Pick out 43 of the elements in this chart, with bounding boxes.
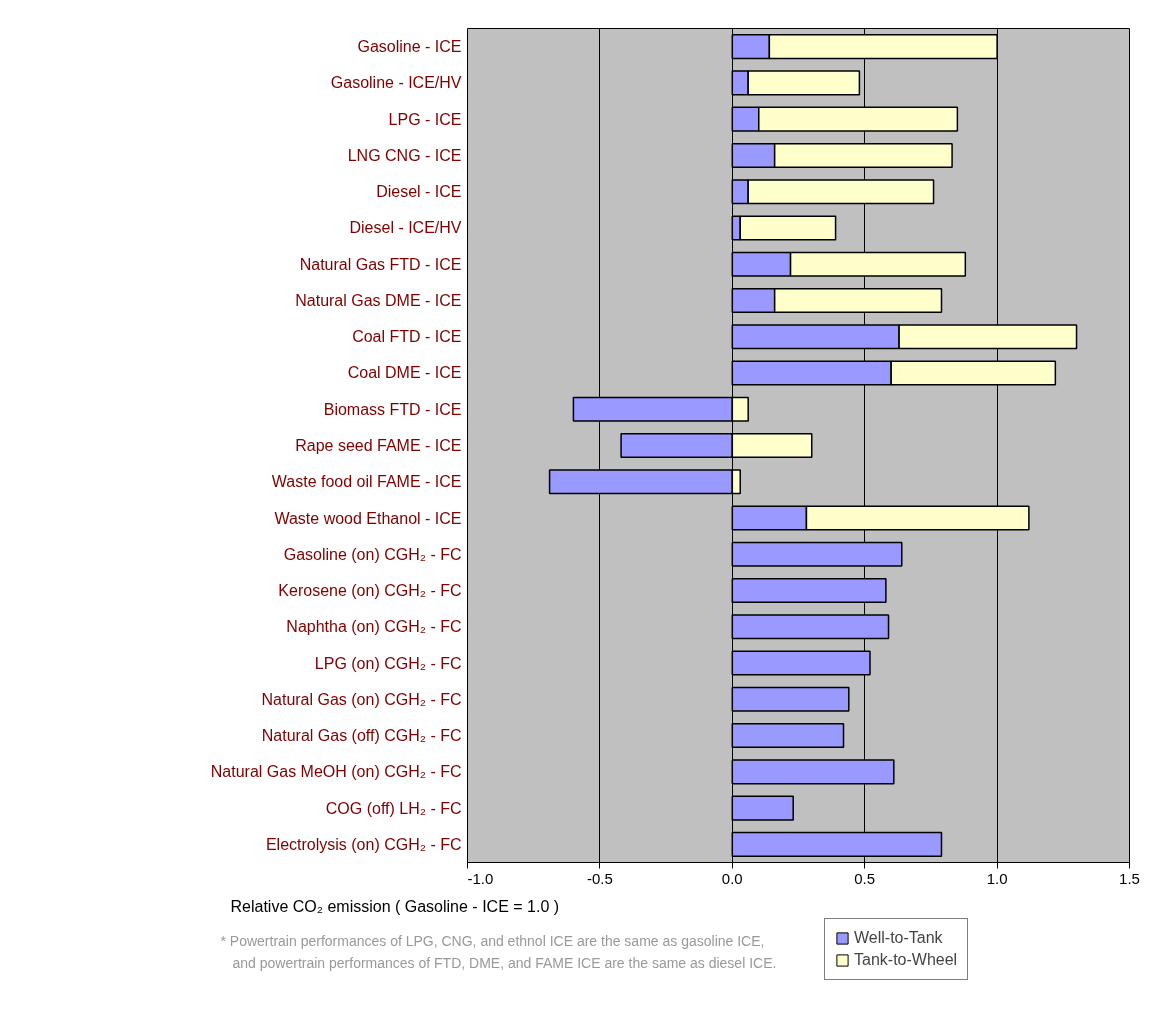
x-tick-label: -1.0 <box>467 869 494 887</box>
y-tick-label: Natural Gas FTD - ICE <box>299 255 462 273</box>
bar <box>731 723 845 749</box>
y-tick-label: Natural Gas DME - ICE <box>295 291 462 309</box>
y-tick-label: Biomass FTD - ICE <box>323 400 462 418</box>
y-tick-label: Natural Gas (off) CGH₂ - FC <box>261 727 462 745</box>
bar <box>731 831 943 857</box>
y-tick-label: Natural Gas MeOH (on) CGH₂ - FC <box>210 763 462 781</box>
y-tick-label: Electrolysis (on) CGH₂ - FC <box>265 835 462 853</box>
bar <box>731 686 850 712</box>
x-axis-title: Relative CO₂ emission ( Gasoline - ICE = 1.0 ) <box>230 898 560 915</box>
y-tick-label: Waste food oil FAME - ICE <box>271 473 462 491</box>
bar <box>731 541 903 567</box>
x-tick-label: 0.5 <box>854 869 876 887</box>
text: and powertrain performances of FTD, DME, and FAME ICE are the same as diesel ICE. <box>232 954 777 971</box>
y-tick-label: Natural Gas (on) CGH₂ - FC <box>261 690 462 708</box>
y-tick-label: Gasoline (on) CGH₂ - FC <box>283 545 462 563</box>
y-tick-label: COG (off) LH₂ - FC <box>325 799 462 817</box>
legend-label: Well-to-Tank <box>854 929 943 947</box>
y-tick-label: LNG CNG - ICE <box>347 146 462 164</box>
y-tick-label: Coal FTD - ICE <box>352 328 462 346</box>
y-tick-label: Gasoline - ICE <box>357 38 462 56</box>
legend-label: Tank-to-Wheel <box>854 951 958 969</box>
y-tick-label: Kerosene (on) CGH₂ - FC <box>278 582 462 600</box>
x-tick-label: 1.5 <box>1119 869 1140 887</box>
y-tick-label: LPG - ICE <box>388 110 462 128</box>
y-tick-label: Diesel - ICE <box>376 183 462 201</box>
bar <box>731 614 890 640</box>
y-tick-label: Coal DME - ICE <box>347 364 462 382</box>
y-tick-label: Naphtha (on) CGH₂ - FC <box>286 618 462 636</box>
y-tick-label: Diesel - ICE/HV <box>349 219 462 237</box>
bar <box>731 795 794 821</box>
y-tick-label: Rape seed FAME - ICE <box>295 437 462 454</box>
text: * Powertrain performances of LPG, CNG, and ethnol ICE are the same as gasoline ICE, <box>220 932 765 949</box>
y-tick-label: LPG (on) CGH₂ - FC <box>314 654 462 672</box>
bar <box>731 759 895 785</box>
x-tick-label: -0.5 <box>586 869 613 887</box>
y-tick-label: Waste wood Ethanol - ICE <box>274 509 462 527</box>
y-tick-label: Gasoline - ICE/HV <box>330 74 462 92</box>
x-tick-label: 1.0 <box>986 869 1008 887</box>
x-tick-label: 0.0 <box>721 869 743 887</box>
bar <box>731 650 871 676</box>
bar <box>731 578 887 604</box>
